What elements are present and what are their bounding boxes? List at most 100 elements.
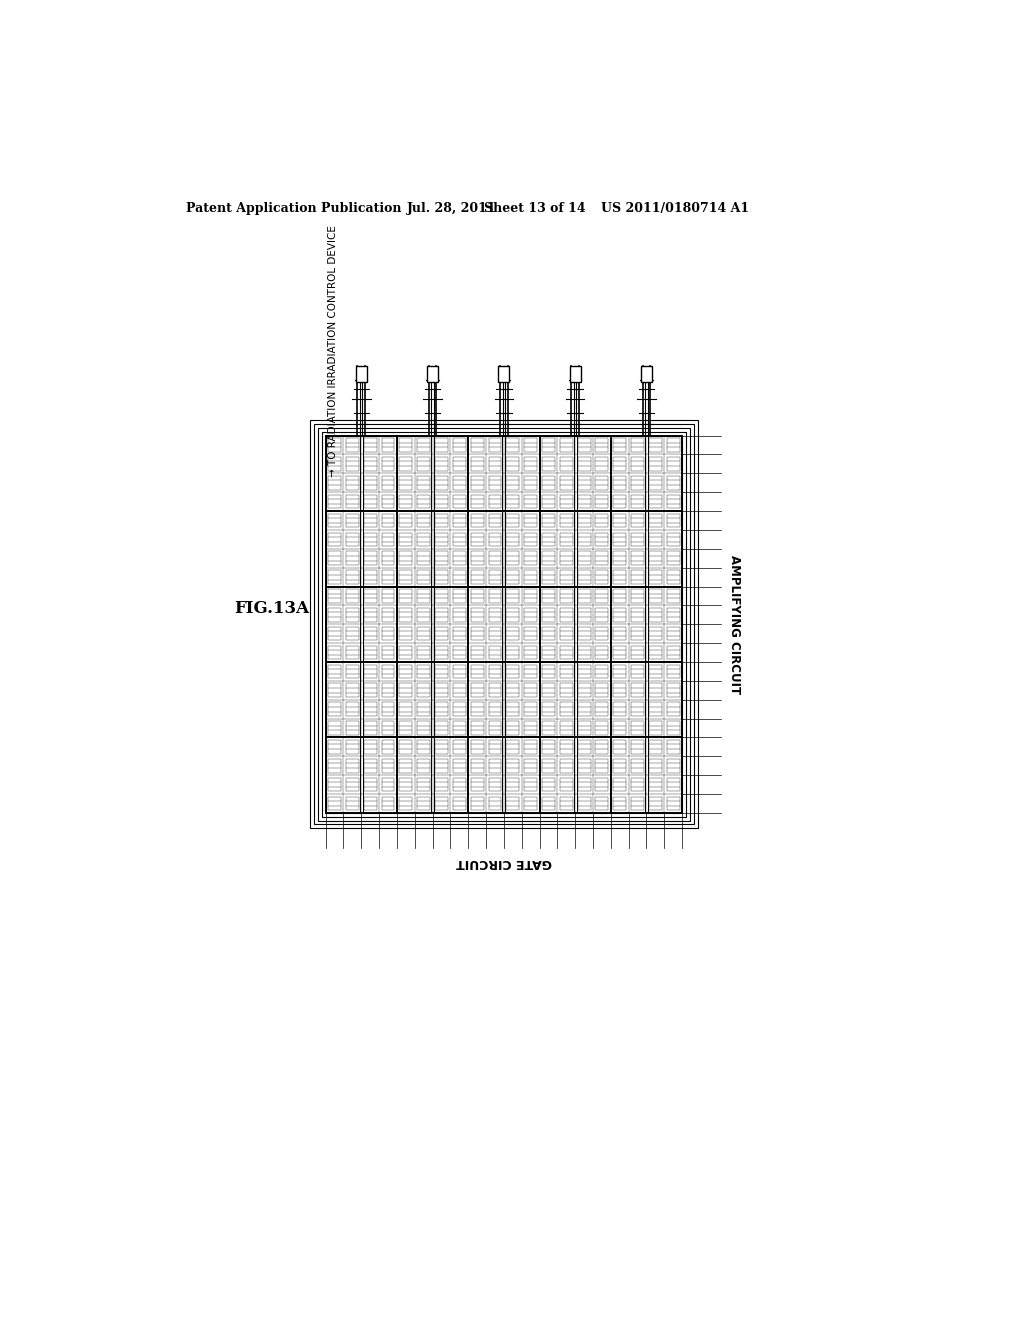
Bar xyxy=(471,665,483,678)
Bar xyxy=(542,457,555,471)
Bar xyxy=(435,477,447,490)
Bar xyxy=(417,702,430,715)
Bar xyxy=(488,495,502,508)
Bar xyxy=(399,457,413,471)
Bar xyxy=(667,457,680,471)
Bar xyxy=(471,438,483,451)
Bar xyxy=(631,702,644,715)
Bar xyxy=(649,777,662,792)
Bar xyxy=(471,552,483,565)
Bar xyxy=(328,627,341,640)
Bar xyxy=(328,777,341,792)
Bar xyxy=(507,702,519,715)
Bar xyxy=(453,477,466,490)
Bar xyxy=(399,495,413,508)
Bar xyxy=(417,684,430,697)
Bar xyxy=(435,438,447,451)
Bar xyxy=(578,513,591,527)
Bar xyxy=(453,570,466,583)
Bar xyxy=(667,570,680,583)
Bar xyxy=(471,645,483,659)
Bar xyxy=(524,797,537,810)
Bar xyxy=(560,741,572,754)
Bar xyxy=(328,684,341,697)
Bar xyxy=(560,457,572,471)
Text: FIG.13A: FIG.13A xyxy=(233,601,309,618)
Bar xyxy=(435,645,447,659)
Bar xyxy=(507,589,519,603)
Bar xyxy=(560,759,572,772)
Bar xyxy=(569,367,581,381)
Bar xyxy=(524,645,537,659)
Bar xyxy=(524,665,537,678)
Bar xyxy=(507,797,519,810)
Bar xyxy=(560,702,572,715)
Bar xyxy=(435,702,447,715)
Bar xyxy=(435,457,447,471)
Bar xyxy=(578,589,591,603)
Bar xyxy=(542,759,555,772)
Bar xyxy=(417,513,430,527)
Bar xyxy=(631,741,644,754)
Bar xyxy=(542,438,555,451)
Bar xyxy=(399,570,413,583)
Bar xyxy=(596,741,608,754)
Bar xyxy=(649,721,662,735)
Bar xyxy=(471,570,483,583)
Bar xyxy=(631,477,644,490)
Bar xyxy=(364,532,377,546)
Bar xyxy=(488,684,502,697)
Bar xyxy=(453,438,466,451)
Bar xyxy=(453,609,466,622)
Bar xyxy=(427,367,438,381)
Bar xyxy=(507,552,519,565)
Bar xyxy=(667,741,680,754)
Bar xyxy=(364,702,377,715)
Bar xyxy=(631,797,644,810)
Bar xyxy=(613,777,626,792)
Bar xyxy=(631,552,644,565)
Bar xyxy=(631,645,644,659)
Bar xyxy=(417,741,430,754)
Bar xyxy=(364,570,377,583)
Bar xyxy=(524,457,537,471)
Bar xyxy=(364,759,377,772)
Bar xyxy=(524,438,537,451)
Bar xyxy=(560,721,572,735)
Bar xyxy=(631,495,644,508)
Bar xyxy=(524,589,537,603)
Bar xyxy=(399,589,413,603)
Bar xyxy=(417,777,430,792)
Bar xyxy=(346,741,358,754)
Bar xyxy=(382,759,394,772)
Bar xyxy=(382,665,394,678)
Bar xyxy=(596,609,608,622)
Bar xyxy=(578,797,591,810)
Bar xyxy=(382,609,394,622)
Bar xyxy=(667,702,680,715)
Bar xyxy=(631,759,644,772)
Bar xyxy=(399,609,413,622)
Bar xyxy=(435,797,447,810)
Bar xyxy=(453,759,466,772)
Bar xyxy=(364,589,377,603)
Bar xyxy=(471,609,483,622)
Bar xyxy=(417,477,430,490)
Bar xyxy=(596,645,608,659)
Bar xyxy=(435,777,447,792)
Bar xyxy=(649,665,662,678)
Bar xyxy=(596,589,608,603)
Bar xyxy=(667,777,680,792)
Bar xyxy=(364,721,377,735)
Bar xyxy=(346,477,358,490)
Bar xyxy=(596,684,608,697)
Bar xyxy=(417,438,430,451)
Bar xyxy=(399,797,413,810)
Bar xyxy=(364,777,377,792)
Bar xyxy=(596,495,608,508)
Bar xyxy=(641,367,652,381)
Bar xyxy=(631,609,644,622)
Bar xyxy=(417,797,430,810)
Bar xyxy=(667,532,680,546)
Bar xyxy=(649,495,662,508)
